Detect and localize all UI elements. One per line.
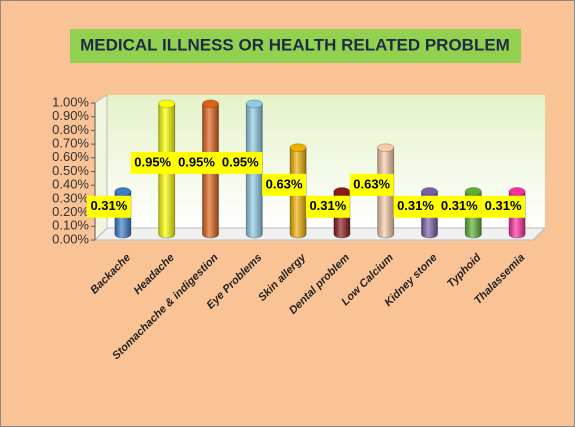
bar-top	[333, 187, 351, 197]
value-label-box	[349, 173, 394, 196]
y-tick-label: 0.50%	[52, 163, 89, 178]
value-label: 0.31%	[485, 198, 522, 213]
value-label: 0.63%	[266, 176, 303, 191]
y-tick-label: 0.80%	[52, 122, 89, 137]
bar-top	[245, 99, 263, 109]
value-label: 0.63%	[353, 176, 390, 191]
y-tick-label: 0.30%	[52, 190, 89, 205]
side-wall	[94, 94, 108, 242]
value-label: 0.95%	[134, 154, 171, 169]
value-label-box	[218, 151, 263, 174]
bar-top	[158, 99, 176, 109]
y-tick-label: 0.10%	[52, 218, 89, 233]
y-tick-label: 0.40%	[52, 177, 89, 192]
y-tick-label: 0.00%	[52, 231, 89, 246]
value-label: 0.95%	[178, 154, 215, 169]
y-tick-label: 1.00%	[52, 94, 89, 109]
value-label-box	[481, 195, 526, 218]
value-label: 0.31%	[90, 198, 127, 213]
bar-top	[508, 187, 526, 197]
y-tick-label: 0.70%	[52, 136, 89, 151]
value-label-box	[174, 151, 219, 174]
value-label-box	[437, 195, 482, 218]
value-label-box	[86, 195, 131, 218]
y-tick-label: 0.20%	[52, 204, 89, 219]
bar-top	[377, 143, 395, 153]
value-label: 0.95%	[222, 154, 259, 169]
bar-top	[202, 99, 219, 109]
bar-top	[114, 187, 132, 197]
bar-top	[289, 143, 307, 153]
value-label: 0.31%	[309, 198, 346, 213]
y-tick-label: 0.60%	[52, 149, 89, 164]
value-label-box	[262, 173, 307, 196]
value-label-box	[130, 151, 175, 174]
chart-title: MEDICAL ILLNESS OR HEALTH RELATED PROBLE…	[80, 35, 510, 54]
y-tick-label: 0.90%	[52, 108, 89, 123]
value-label: 0.31%	[441, 198, 478, 213]
bar-top	[464, 187, 482, 197]
value-label-box	[393, 195, 438, 218]
title-box	[70, 29, 521, 63]
value-label-box	[305, 195, 350, 218]
value-label: 0.31%	[397, 198, 434, 213]
bar-top	[421, 187, 438, 197]
